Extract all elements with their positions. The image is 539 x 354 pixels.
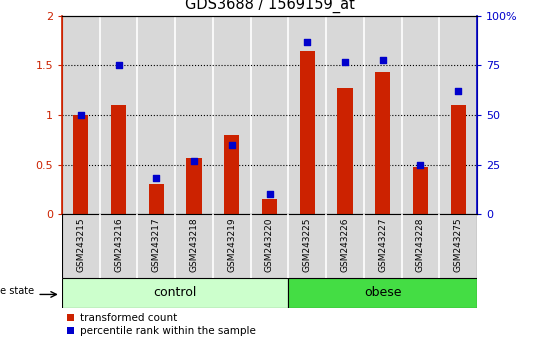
Point [378, 57, 387, 62]
Bar [413, 167, 428, 214]
Text: GSM243225: GSM243225 [303, 217, 312, 272]
Point [303, 39, 312, 45]
Text: GSM243218: GSM243218 [190, 217, 198, 272]
Title: GDS3688 / 1569159_at: GDS3688 / 1569159_at [184, 0, 355, 13]
Text: GSM243217: GSM243217 [152, 217, 161, 272]
Text: GSM243219: GSM243219 [227, 217, 236, 272]
Bar [326, 16, 364, 214]
Bar [251, 16, 288, 214]
Bar [175, 16, 213, 214]
Bar [337, 88, 353, 214]
Bar [262, 199, 277, 214]
Point [341, 59, 349, 64]
Bar [439, 16, 477, 214]
Bar [375, 73, 390, 214]
Bar [288, 278, 477, 308]
Bar [62, 278, 288, 308]
Text: GSM243226: GSM243226 [341, 217, 349, 272]
Text: GSM243216: GSM243216 [114, 217, 123, 272]
Bar [300, 51, 315, 214]
Point [114, 63, 123, 68]
Text: GSM243220: GSM243220 [265, 217, 274, 272]
Text: disease state: disease state [0, 286, 34, 296]
Bar [451, 105, 466, 214]
Bar [149, 184, 164, 214]
Bar [364, 16, 402, 214]
Bar [186, 158, 202, 214]
Text: GSM243228: GSM243228 [416, 217, 425, 272]
Point [227, 142, 236, 148]
Text: GSM243227: GSM243227 [378, 217, 387, 272]
Point [77, 112, 85, 118]
Bar [62, 16, 100, 214]
Text: GSM243215: GSM243215 [77, 217, 85, 272]
Bar [402, 16, 439, 214]
Point [265, 192, 274, 197]
Point [152, 176, 161, 181]
Bar [288, 16, 326, 214]
Point [190, 158, 198, 164]
Bar [73, 115, 88, 214]
Bar [213, 16, 251, 214]
Bar [137, 16, 175, 214]
Legend: transformed count, percentile rank within the sample: transformed count, percentile rank withi… [67, 313, 255, 336]
Text: control: control [154, 286, 197, 299]
Point [416, 162, 425, 167]
Bar [224, 135, 239, 214]
Point [454, 88, 462, 94]
Bar [111, 105, 126, 214]
Text: obese: obese [364, 286, 402, 299]
Text: GSM243275: GSM243275 [454, 217, 462, 272]
Bar [100, 16, 137, 214]
